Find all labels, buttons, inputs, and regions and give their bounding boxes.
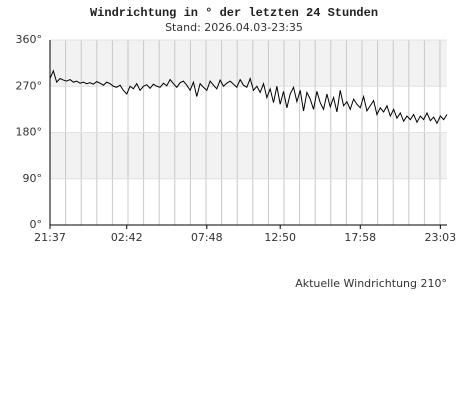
y-tick-label: 90° (23, 172, 43, 185)
band (50, 178, 447, 225)
data-line (49, 69, 448, 125)
y-tick-label: 0° (30, 218, 43, 231)
y-tick-label: 180° (16, 126, 43, 139)
y-tick-label: 360° (16, 33, 43, 46)
x-tick-label: 23:03 (424, 231, 456, 244)
band (50, 132, 447, 179)
x-tick-label: 02:42 (111, 231, 143, 244)
x-tick-label: 17:58 (344, 231, 376, 244)
chart-title: Windrichtung in ° der letzten 24 Stunden (90, 6, 378, 20)
chart-subtitle: Stand: 2026.04.03-23:35 (165, 21, 303, 34)
annotation: Aktuelle Windrichtung 210° (295, 277, 447, 290)
x-tick-label: 07:48 (191, 231, 223, 244)
y-tick-label: 270° (16, 79, 43, 92)
band (50, 40, 447, 87)
x-tick-label: 21:37 (34, 231, 66, 244)
x-tick-label: 12:50 (264, 231, 296, 244)
band (50, 86, 447, 133)
